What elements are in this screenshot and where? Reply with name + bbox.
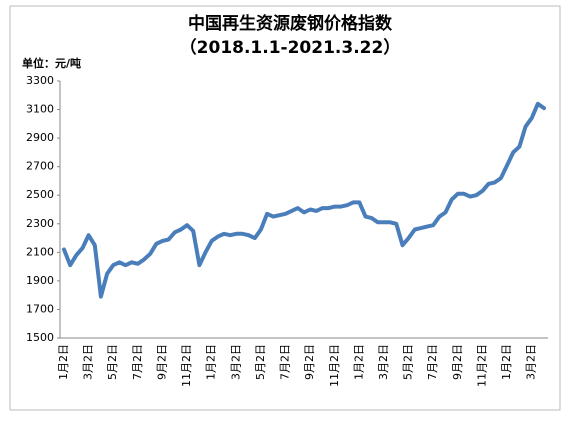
- y-tick-label: 2300: [26, 217, 54, 230]
- x-tick-label: 3月2日: [229, 344, 242, 380]
- x-tick-label: 1月2日: [500, 344, 513, 380]
- x-tick-label: 9月2日: [451, 344, 464, 380]
- y-tick-label: 1700: [26, 302, 54, 315]
- x-tick-label: 5月2日: [402, 344, 415, 380]
- x-tick-label: 3月2日: [525, 344, 538, 380]
- x-tick-label: 11月2日: [475, 344, 488, 387]
- y-tick-label: 1500: [26, 331, 54, 344]
- chart-subtitle: （2018.1.1-2021.3.22）: [180, 37, 401, 58]
- x-tick-label: 7月2日: [426, 344, 439, 380]
- y-tick-label: 2500: [26, 188, 54, 201]
- x-tick-label: 11月2日: [328, 344, 341, 387]
- frame: [9, 5, 561, 411]
- x-tick-label: 11月2日: [180, 344, 193, 387]
- x-tick-label: 9月2日: [155, 344, 168, 380]
- x-tick-label: 3月2日: [82, 344, 95, 380]
- x-tick-label: 1月2日: [57, 344, 70, 380]
- y-tick-label: 3300: [26, 74, 54, 87]
- y-tick-label: 2100: [26, 245, 54, 258]
- x-tick-label: 1月2日: [205, 344, 218, 380]
- x-tick-label: 3月2日: [377, 344, 390, 380]
- y-tick-label: 3100: [26, 103, 54, 116]
- y-tick-label: 1900: [26, 274, 54, 287]
- x-tick-label: 1月2日: [352, 344, 365, 380]
- chart-title: 中国再生资源废钢价格指数: [188, 13, 393, 34]
- x-tick-label: 7月2日: [279, 344, 292, 380]
- y-tick-label: 2700: [26, 160, 54, 173]
- x-tick-label: 7月2日: [131, 344, 144, 380]
- x-tick-label: 9月2日: [303, 344, 316, 380]
- y-tick-label: 2900: [26, 131, 54, 144]
- x-tick-label: 5月2日: [106, 344, 119, 380]
- y-axis-label: 单位：元/吨: [22, 56, 81, 70]
- series-line: [62, 101, 546, 299]
- x-tick-label: 5月2日: [254, 344, 267, 380]
